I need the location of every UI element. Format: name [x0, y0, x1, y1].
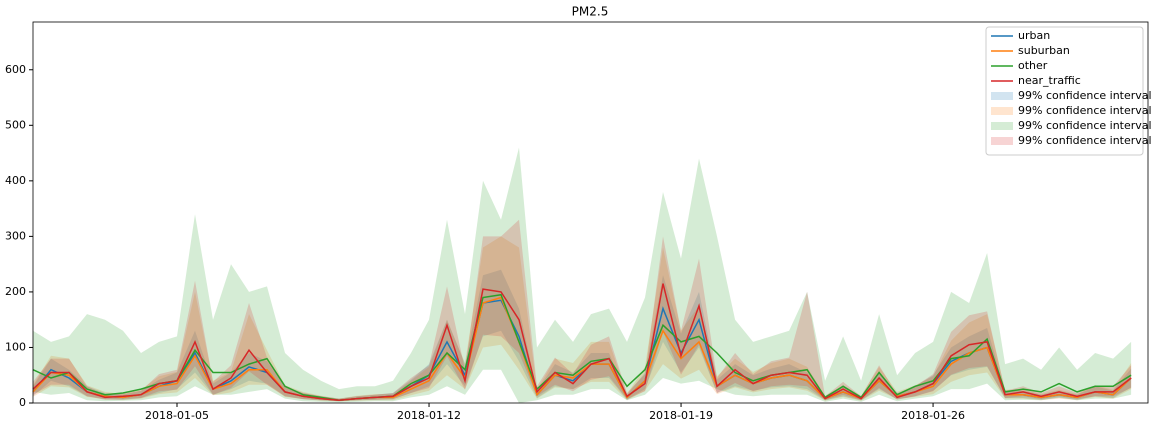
line: [32, 296, 1132, 401]
plot-frame: [32, 21, 1149, 404]
confidence-band: [33, 269, 1132, 402]
legend-swatch: [991, 107, 1013, 115]
legend-label: 99% confidence interval: [1018, 89, 1152, 102]
legend-swatch: [991, 122, 1013, 130]
x-tick-label: 2018-01-12: [397, 409, 461, 422]
legend-swatch: [991, 137, 1013, 145]
y-tick-label: 300: [5, 229, 26, 242]
y-tick-label: 100: [5, 340, 26, 353]
legend-box: [985, 26, 1144, 156]
y-tick-label: 600: [5, 63, 26, 76]
y-tick-label: 500: [5, 118, 26, 131]
x-tick-label: 2018-01-26: [901, 409, 965, 422]
legend-label: 99% confidence interval: [1018, 104, 1152, 117]
legend-label: suburban: [1018, 44, 1070, 57]
legend-label: other: [1018, 59, 1048, 72]
line: [32, 293, 1132, 401]
x-tick-label: 2018-01-19: [649, 409, 713, 422]
y-tick-label: 0: [19, 396, 26, 409]
legend-label: near_traffic: [1018, 74, 1081, 87]
legend-swatch: [991, 92, 1013, 100]
legend-label: 99% confidence interval: [1018, 134, 1152, 147]
y-tick-label: 400: [5, 174, 26, 187]
chart-title: PM2.5: [572, 5, 609, 19]
legend-label: 99% confidence interval: [1018, 119, 1152, 132]
line: [32, 283, 1132, 401]
confidence-band: [33, 147, 1132, 403]
legend-label: urban: [1018, 29, 1050, 42]
confidence-band: [33, 219, 1132, 402]
x-tick-label: 2018-01-05: [145, 409, 209, 422]
y-tick-label: 200: [5, 285, 26, 298]
legend: urban suburban other near_traffic 99% confid…: [985, 26, 1152, 156]
